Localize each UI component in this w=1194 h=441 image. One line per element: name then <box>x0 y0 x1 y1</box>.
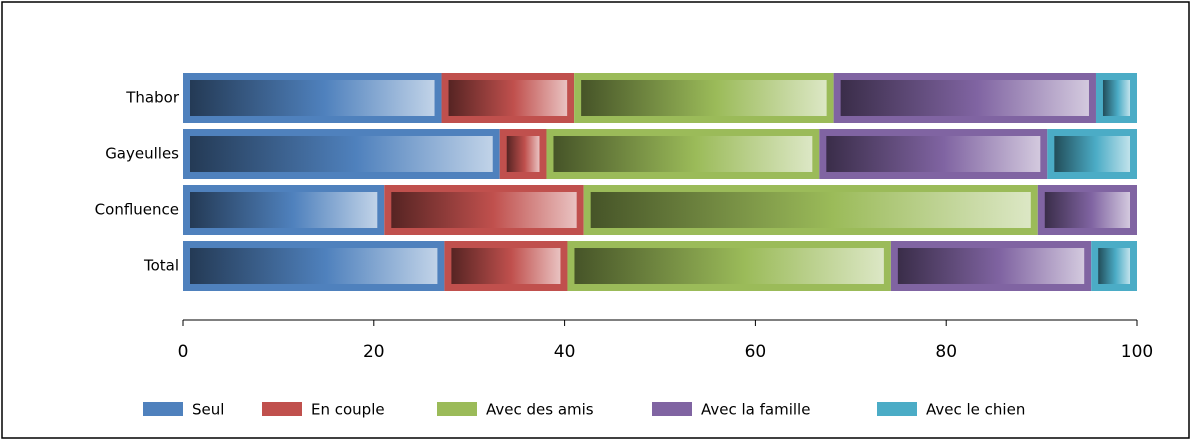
legend-label: Avec la famille <box>701 401 810 419</box>
bar-shade <box>448 80 568 116</box>
x-tick-label: 80 <box>935 342 957 362</box>
bar-shade <box>391 192 577 228</box>
bar-shade <box>840 80 1089 116</box>
legend-swatch <box>143 402 183 416</box>
bar-shade <box>190 136 493 172</box>
x-tick-label: 100 <box>1121 342 1153 362</box>
x-tick-label: 0 <box>178 342 189 362</box>
bar-shade <box>190 192 378 228</box>
x-tick-label: 20 <box>363 342 385 362</box>
bar-shade <box>506 136 540 172</box>
x-tick-label: 40 <box>554 342 576 362</box>
legend-swatch <box>652 402 692 416</box>
bar-shade <box>897 248 1085 284</box>
bar-shade <box>581 80 827 116</box>
legend-label: Avec des amis <box>486 401 594 419</box>
y-tick-label: Thabor <box>125 89 180 107</box>
y-tick-label: Confluence <box>95 201 179 219</box>
legend-swatch <box>262 402 302 416</box>
bar-shade <box>1044 192 1130 228</box>
bar-shade <box>826 136 1041 172</box>
bar-shade <box>1102 80 1130 116</box>
bar-shade <box>1054 136 1130 172</box>
y-tick-label: Total <box>143 257 179 275</box>
legend-label: Avec le chien <box>926 401 1025 419</box>
y-tick-label: Gayeulles <box>105 145 179 163</box>
bar-shade <box>553 136 813 172</box>
legend-swatch <box>437 402 477 416</box>
bar-shade <box>190 248 438 284</box>
legend-swatch <box>877 402 917 416</box>
legend-label: Seul <box>192 401 224 419</box>
x-tick-label: 60 <box>745 342 767 362</box>
bar-shade <box>1098 248 1130 284</box>
bar-shade <box>451 248 561 284</box>
bar-shade <box>574 248 884 284</box>
bar-shade <box>190 80 435 116</box>
bar-shade <box>590 192 1031 228</box>
legend-label: En couple <box>311 401 385 419</box>
